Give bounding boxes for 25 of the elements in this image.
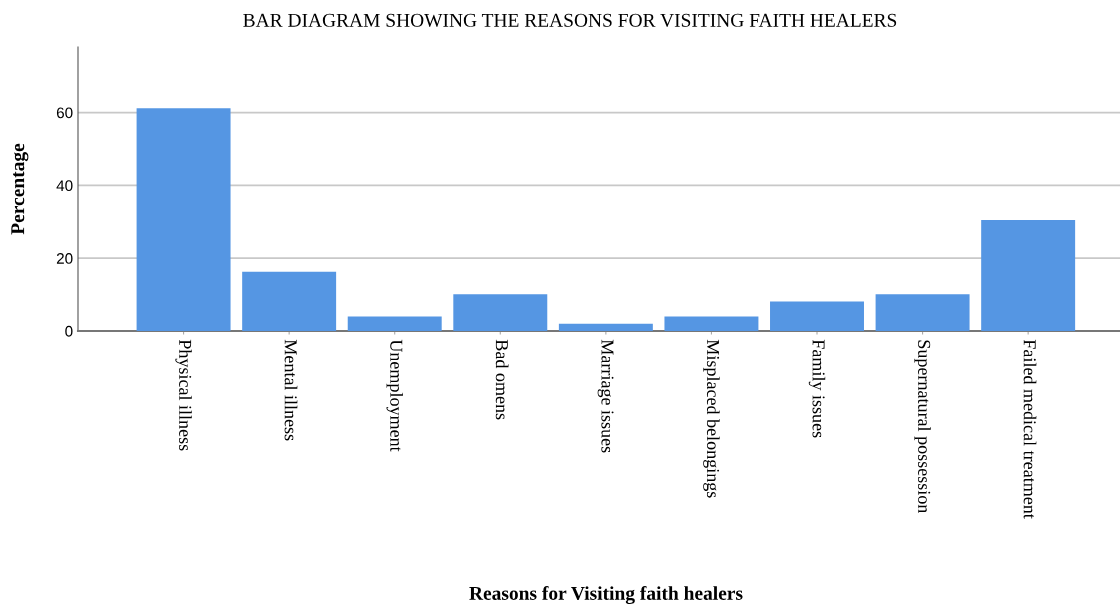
x-tick-label: Misplaced belongings xyxy=(703,339,720,498)
x-tick-label: Mental illness xyxy=(284,339,298,441)
y-axis-title: Percentage xyxy=(11,143,29,235)
x-tick-label: Family issues xyxy=(808,339,826,438)
chart-title: BAR DIAGRAM SHOWING THE REASONS FOR VISITING FAITH HEALERS xyxy=(243,13,897,27)
bar xyxy=(558,323,653,331)
x-tick-label: Marriage issues xyxy=(597,339,614,453)
x-tick-label: Failed medical treatment xyxy=(1023,339,1037,519)
x-tick-label: Bad omens xyxy=(495,339,509,420)
y-tick-label: 20 xyxy=(56,253,73,264)
x-axis-title: Reasons for Visiting faith healers xyxy=(469,586,743,604)
y-tick-label: 60 xyxy=(56,107,73,119)
bar xyxy=(664,316,759,331)
x-tick-label: Supernatural possession xyxy=(914,340,931,514)
y-tick-label: 0 xyxy=(65,325,73,337)
bar xyxy=(453,294,548,331)
bar xyxy=(136,108,231,331)
bar xyxy=(242,271,337,331)
bar xyxy=(875,294,970,331)
x-tick-label: Unemployment xyxy=(386,339,403,452)
x-tick-label: Physical illness xyxy=(175,339,192,451)
bar xyxy=(770,301,864,331)
bar xyxy=(981,219,1076,331)
y-tick-label: 40 xyxy=(56,180,73,192)
bar xyxy=(347,316,442,331)
